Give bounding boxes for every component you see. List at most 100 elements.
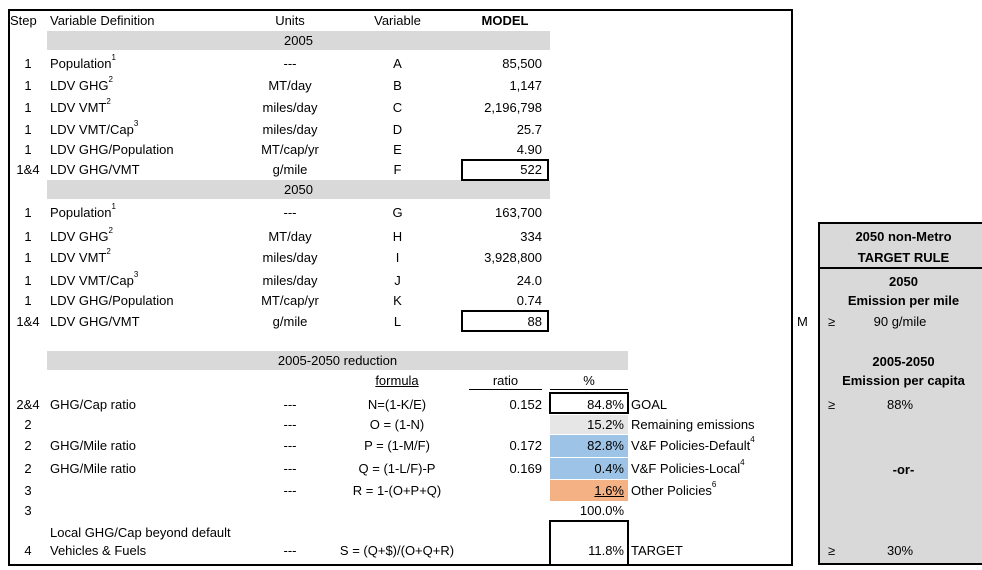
- row-model-value: 88: [527, 314, 542, 329]
- footnote-marker: 4: [740, 458, 745, 467]
- reduction-formula: N=(1-K/E): [367, 397, 427, 412]
- reduction-formula: O = (1-N): [369, 417, 425, 432]
- reduction-units: ---: [283, 483, 297, 498]
- row-model-value: 0.74: [516, 293, 542, 308]
- reduction-note-text: Remaining emissions: [631, 417, 755, 432]
- row-model-value: 85,500: [502, 56, 542, 71]
- fill-vf-default: [550, 435, 628, 457]
- reduction-note-text: GOAL: [631, 397, 668, 412]
- row-definition-text: LDV VMT: [50, 100, 107, 115]
- reduction-definition-line1: Local GHG/Cap beyond default: [50, 525, 231, 540]
- reduction-step: 2: [24, 417, 32, 432]
- row-definition-text: LDV VMT/Cap: [50, 273, 134, 288]
- reduction-step: 4: [24, 543, 32, 558]
- row-step: 1: [24, 250, 32, 265]
- box-goal: [549, 392, 629, 414]
- row-units: miles/day: [262, 122, 318, 137]
- row-variable: E: [393, 142, 402, 157]
- box-L: [461, 310, 549, 332]
- reduction-pct: 1.6%: [594, 483, 624, 498]
- reduction-ratio: 0.152: [509, 397, 542, 412]
- header-definition: Variable Definition: [50, 13, 155, 28]
- header-model: MODEL: [481, 13, 529, 28]
- row-definition-text: LDV GHG: [50, 78, 109, 93]
- row-definition: LDV VMT2: [50, 97, 111, 115]
- reduction-step: 3: [24, 483, 32, 498]
- header-step: Step: [10, 13, 37, 28]
- side-title-1: 2050 non-Metro: [855, 229, 952, 244]
- header-formula: formula: [375, 373, 419, 388]
- row-units: MT/day: [268, 78, 312, 93]
- row-step: 1: [24, 273, 32, 288]
- reduction-note-text: V&F Policies-Local: [631, 461, 741, 476]
- reduction-pct: 0.4%: [594, 461, 624, 476]
- row-step: 1&4: [16, 162, 40, 177]
- header-pct: %: [583, 373, 595, 388]
- reduction-definition: GHG/Mile ratio: [50, 438, 136, 453]
- row-model-value: 2,196,798: [484, 100, 542, 115]
- row-definition-text: Population: [50, 205, 112, 220]
- row-step: 1&4: [16, 314, 40, 329]
- row-units: g/mile: [272, 162, 308, 177]
- reduction-units: ---: [283, 461, 297, 476]
- reduction-step: 2: [24, 438, 32, 453]
- row-variable: L: [393, 314, 402, 329]
- header-variable: Variable: [374, 13, 421, 28]
- reduction-pct: 84.8%: [587, 397, 624, 412]
- row-model-value: 4.90: [516, 142, 542, 157]
- row-units: miles/day: [262, 273, 318, 288]
- row-definition: LDV VMT/Cap3: [50, 119, 138, 137]
- box-target: [549, 520, 629, 566]
- section-reduction: 2005-2050 reduction: [277, 353, 398, 368]
- row-variable: H: [392, 229, 403, 244]
- ratio-underline: [469, 389, 542, 390]
- row-definition: LDV GHG2: [50, 75, 113, 93]
- footnote-marker: 1: [111, 53, 116, 62]
- row-units: ---: [283, 56, 297, 71]
- side-v3: 30%: [886, 543, 914, 558]
- footnote-marker: 2: [108, 226, 113, 235]
- row-model-value: 163,700: [495, 205, 542, 220]
- row-variable: J: [394, 273, 401, 288]
- side-v1: 90 g/mile: [873, 314, 927, 329]
- row-step: 1: [24, 142, 32, 157]
- row-units: miles/day: [262, 250, 318, 265]
- row-step: 1: [24, 122, 32, 137]
- pct-underline: [550, 389, 628, 390]
- footnote-marker: 6: [711, 480, 717, 489]
- row-units: MT/cap/yr: [261, 142, 319, 157]
- row-units: miles/day: [262, 100, 318, 115]
- row-units: ---: [283, 205, 297, 220]
- row-model-value: 1,147: [509, 78, 542, 93]
- reduction-step: 2&4: [16, 397, 40, 412]
- section-2005: 2005: [284, 33, 313, 48]
- row-definition: LDV GHG/Population: [50, 293, 174, 308]
- footnote-marker: 3: [133, 270, 139, 279]
- m-label: M: [797, 314, 808, 329]
- row-variable: B: [393, 78, 402, 93]
- row-definition-text: LDV VMT: [50, 250, 107, 265]
- row-definition-text: LDV VMT/Cap: [50, 122, 134, 137]
- row-model-value: 334: [520, 229, 542, 244]
- side-or: -or-: [892, 462, 915, 477]
- reduction-note-text: V&F Policies-Default: [631, 438, 751, 453]
- reduction-step: 3: [24, 503, 32, 518]
- footnote-marker: 2: [106, 247, 111, 256]
- reduction-ratio: 0.169: [509, 461, 542, 476]
- row-definition-text: LDV GHG/Population: [50, 293, 174, 308]
- footnote-marker: 4: [750, 435, 755, 444]
- target-rule-panel: [818, 222, 982, 565]
- reduction-definition: GHG/Cap ratio: [50, 397, 136, 412]
- header-units: Units: [275, 13, 305, 28]
- side-title-2: TARGET RULE: [857, 250, 950, 265]
- reduction-pct: 15.2%: [587, 417, 624, 432]
- reduction-note: V&F Policies-Default4: [631, 435, 755, 453]
- band-2050: [47, 180, 550, 199]
- footnote-marker: 1: [111, 202, 116, 211]
- reduction-note-text: Other Policies: [631, 483, 712, 498]
- reduction-pct: 100.0%: [579, 503, 624, 518]
- side-ge-2: ≥: [828, 397, 836, 412]
- fill-remaining: [550, 415, 628, 434]
- box-F: [461, 159, 549, 181]
- row-definition-text: LDV GHG/VMT: [50, 314, 140, 329]
